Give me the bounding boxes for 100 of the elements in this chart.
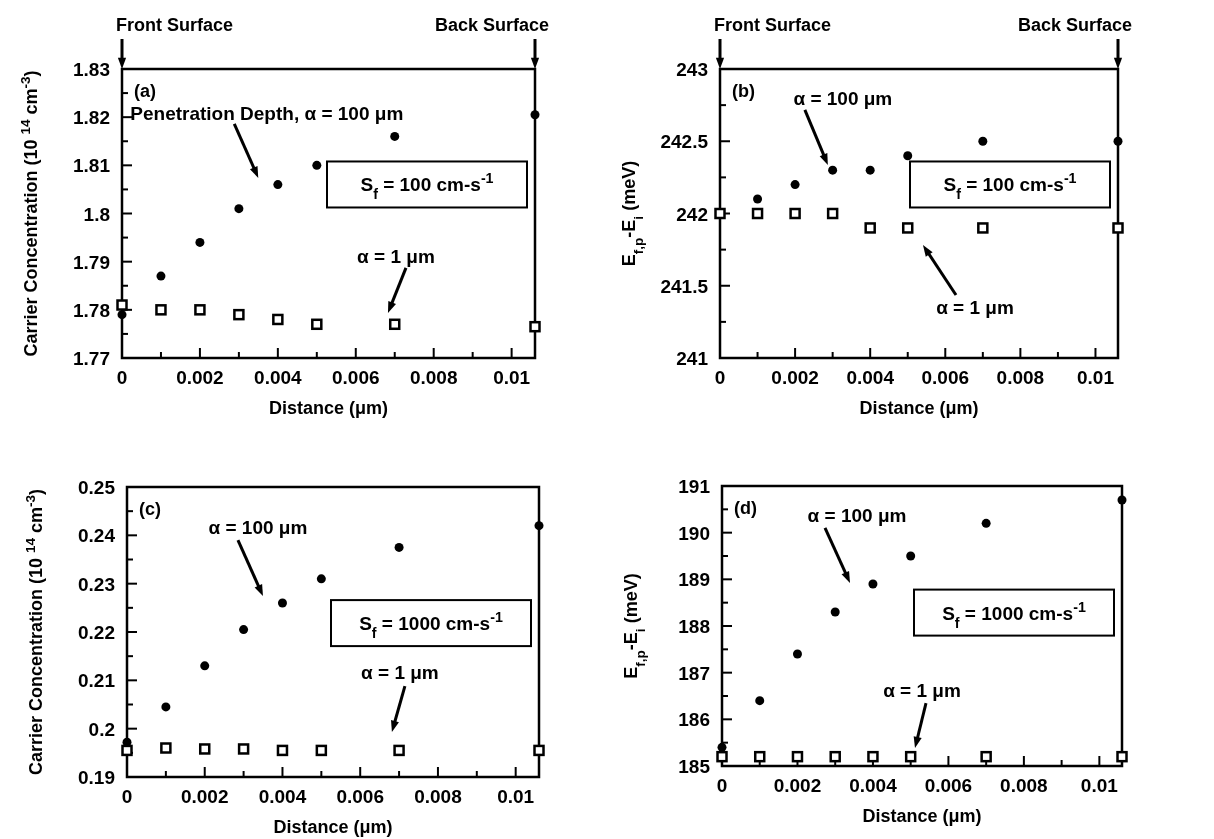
text: Back Surface: [434, 15, 549, 35]
annotation: S$_{f}$ = 100 cm-s$^{-1}$: [943, 170, 1077, 203]
point: [388, 318, 401, 331]
annotation: α = 100 μm: [793, 87, 893, 109]
point: [901, 222, 914, 234]
point: [1113, 136, 1123, 146]
point: [316, 574, 326, 584]
y-tick-label: 1.82: [73, 107, 110, 129]
point: [1112, 222, 1124, 234]
y-tick-label: 241: [676, 348, 709, 369]
point: [751, 207, 764, 220]
annotation: S$_{f}$ = 100 cm-s$^{-1}$: [360, 170, 494, 203]
point: [533, 744, 545, 757]
point: [716, 750, 728, 763]
x-tick-label: 0.004: [846, 367, 895, 388]
point: [1116, 750, 1128, 763]
annotation: α = 100 μm: [208, 517, 308, 539]
x-tick-label: 0.008: [414, 786, 462, 807]
y-tick-label: 186: [678, 709, 710, 731]
x-tick-label: 0.01: [497, 786, 535, 807]
annotation: (a): [134, 81, 156, 101]
y-tick-label: 242.5: [660, 131, 709, 153]
x-tick-label: 0.002: [771, 367, 819, 388]
y-tick-label: 1.77: [73, 348, 110, 369]
point: [195, 237, 205, 247]
point: [272, 313, 284, 326]
x-tick-label: 0.01: [1076, 367, 1115, 388]
y-tick-label: 0.24: [78, 525, 116, 547]
annotation: α = 1 μm: [357, 245, 435, 267]
y-tick-label: 0.19: [78, 767, 115, 788]
y-tick-label: 189: [678, 569, 710, 591]
point: [755, 696, 765, 706]
x-tick-label: 0.004: [258, 786, 307, 807]
y-tick-label: 241.5: [660, 275, 709, 297]
x-tick-label: 0.006: [924, 775, 973, 796]
point: [312, 160, 322, 170]
point: [865, 165, 875, 175]
x-tick-label: 0.01: [493, 367, 531, 388]
annotation: α = 100 μm: [807, 504, 907, 526]
annotation: S$_{f}$ = 1000 cm-s$^{-1}$: [942, 598, 1086, 631]
point: [530, 110, 540, 120]
point: [791, 750, 804, 763]
point: [753, 194, 763, 204]
annotation: α = 1 μm: [936, 297, 1014, 318]
y-tick-label: 191: [678, 476, 711, 497]
x-tick-label: 0.006: [332, 367, 380, 388]
point: [534, 521, 544, 531]
point: [978, 136, 988, 146]
y-tick-label: 188: [678, 616, 710, 637]
annotation: α = 1 μm: [883, 680, 961, 702]
point: [790, 180, 800, 190]
y-tick-label: 0.23: [78, 573, 115, 595]
x-axis-title: Distance (μm): [862, 806, 982, 826]
point: [977, 222, 989, 234]
annotation: (c): [139, 499, 161, 519]
point: [904, 750, 917, 763]
x-tick-label: 0: [714, 367, 726, 388]
point: [116, 299, 128, 311]
point: [981, 518, 991, 528]
point: [1117, 495, 1127, 505]
point: [273, 180, 283, 190]
point: [789, 207, 801, 220]
x-tick-label: 0.002: [180, 786, 229, 807]
x-tick-label: 0.008: [409, 367, 458, 388]
y-tick-label: 0.2: [88, 718, 115, 740]
annotation: (b): [732, 81, 755, 101]
point: [239, 625, 249, 635]
annotation: S$_{f}$ = 1000 cm-s$^{-1}$: [359, 609, 503, 642]
x-tick-label: 0.004: [849, 775, 898, 796]
x-axis-title: Distance (μm): [859, 398, 979, 418]
point: [233, 308, 245, 321]
point: [830, 607, 840, 617]
point: [393, 744, 405, 757]
x-tick-label: 0: [121, 786, 133, 807]
point: [792, 649, 802, 659]
annotation: (d): [734, 498, 757, 518]
point: [868, 579, 878, 589]
point: [867, 750, 879, 763]
point: [829, 750, 841, 763]
x-tick-label: 0.006: [336, 786, 384, 807]
point: [906, 551, 916, 561]
point: [200, 661, 210, 671]
point: [826, 207, 839, 220]
point: [315, 744, 328, 757]
x-axis-title: Distance (μm): [273, 817, 393, 837]
point: [121, 744, 133, 757]
y-tick-label: 1.79: [73, 251, 110, 273]
point: [161, 702, 171, 712]
y-tick-label: 0.21: [78, 670, 116, 692]
x-tick-label: 0.002: [773, 775, 822, 796]
y-tick-label: 1.83: [73, 59, 110, 80]
point: [753, 750, 766, 763]
x-tick-label: 0: [116, 367, 128, 388]
y-tick-label: 0.25: [78, 477, 116, 498]
y-tick-label: 1.81: [73, 155, 111, 177]
x-axis-title: Distance (μm): [268, 398, 389, 418]
point: [194, 304, 206, 316]
y-tick-label: 1.78: [73, 299, 110, 321]
point: [234, 204, 244, 214]
y-tick-label: 190: [678, 522, 710, 544]
